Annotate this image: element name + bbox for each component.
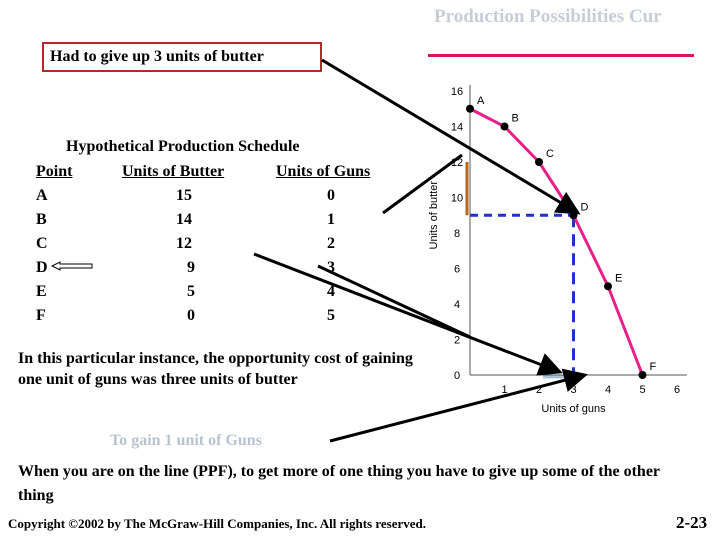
point-d-indicator-arrow	[50, 261, 93, 271]
y-tick-label: 8	[454, 228, 460, 240]
row-guns: 5	[327, 307, 335, 324]
point-marker-a	[466, 104, 474, 113]
row-point: F	[36, 307, 46, 324]
row-guns: 1	[327, 211, 335, 228]
callout-give-up-butter: Had to give up 3 units of butter	[42, 42, 322, 72]
ppf-curve	[469, 107, 644, 376]
arrow-gain-guns	[329, 368, 588, 443]
y-axis-label: Units of butter	[428, 181, 440, 250]
arrow-to-point-d	[321, 58, 581, 215]
y-tick-label: 14	[451, 122, 463, 134]
y-tick-label: 10	[451, 193, 463, 205]
x-tick-label: 4	[605, 384, 611, 396]
x-tick-label: 2	[536, 384, 542, 396]
ppf-explanation: When you are on the line (PPF), to get m…	[18, 463, 660, 504]
slide-title: Production Possibilities Cur	[434, 6, 662, 27]
point-label-b: B	[512, 113, 519, 125]
header-butter: Units of Butter	[122, 163, 225, 180]
y-tick-label: 16	[451, 86, 463, 98]
slide-number: 2-23	[676, 513, 708, 532]
copyright: Copyright ©2002 by The McGraw-Hill Compa…	[8, 516, 426, 531]
row-guns: 3	[327, 259, 335, 276]
point-marker-c	[535, 158, 543, 166]
x-tick-label: 3	[570, 384, 576, 396]
row-point: A	[36, 187, 48, 204]
point-marker-b	[500, 122, 509, 131]
row-point: C	[36, 235, 48, 252]
arrow-from-row-d	[317, 264, 471, 339]
schedule-title: Hypothetical Production Schedule	[66, 138, 300, 155]
x-tick-label: 6	[674, 384, 680, 396]
point-label-a: A	[477, 95, 485, 107]
title-underline	[428, 54, 694, 57]
arrow-from-row-b	[382, 153, 463, 215]
row-guns: 4	[327, 283, 335, 300]
x-tick-label: 5	[639, 384, 645, 396]
arrow-from-row-c	[253, 252, 563, 376]
row-guns: 2	[327, 235, 335, 252]
row-guns: 0	[327, 187, 335, 204]
row-butter: 14	[176, 211, 192, 228]
row-butter: 0	[187, 307, 195, 324]
point-marker-e	[604, 282, 612, 291]
opportunity-cost-text: In this particular instance, the opportu…	[18, 350, 413, 388]
point-label-f: F	[650, 361, 657, 373]
row-point: D	[36, 259, 48, 276]
row-point: E	[36, 283, 47, 300]
y-tick-label: 6	[454, 264, 460, 276]
row-butter: 12	[176, 235, 192, 252]
header-guns: Units of Guns	[276, 163, 371, 180]
row-butter: 9	[187, 259, 195, 276]
point-marker-f	[638, 371, 647, 379]
callout-gain-guns: To gain 1 unit of Guns	[106, 427, 328, 455]
y-tick-label: 0	[454, 370, 460, 382]
x-axis-label: Units of guns	[541, 403, 606, 415]
point-label-d: D	[581, 201, 589, 213]
y-tick-label: 4	[454, 299, 460, 311]
row-butter: 15	[176, 187, 192, 204]
header-point: Point	[36, 163, 73, 180]
point-label-c: C	[546, 148, 554, 160]
point-label-e: E	[615, 272, 622, 284]
row-butter: 5	[187, 283, 195, 300]
x-tick-label: 1	[501, 384, 507, 396]
y-tick-label: 2	[454, 335, 460, 347]
row-point: B	[36, 211, 47, 228]
